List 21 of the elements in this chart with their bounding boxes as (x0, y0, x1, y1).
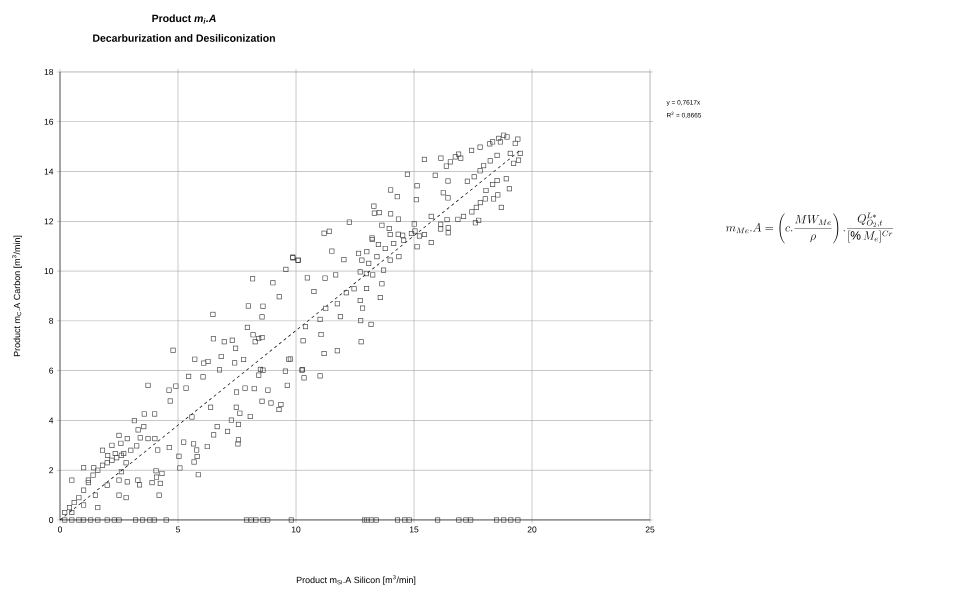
x-tick-label: 15 (410, 526, 418, 532)
y-axis-title: Product m$_{C}$.A Carbon [m$^{3}$/min] (12, 236, 22, 356)
y-tick-label: 8 (49, 318, 54, 324)
y-tick-label: 10 (44, 268, 54, 274)
x-tick-label: 5 (176, 526, 180, 532)
text: $m_{Me}.A=\left(c.\frac{MW_{Me}}{\rho}\right).\frac{Q_{O_2,t}^{L*}}{[\%\,M_e]^{Cr}}$ (726, 212, 894, 244)
y-tick-label: 12 (44, 218, 54, 224)
y-tick-label: 14 (44, 168, 54, 174)
chart-title: Product m$_{i}$.A (152, 14, 216, 24)
y-tick-label: 18 (44, 68, 54, 75)
x-tick-label: 20 (528, 526, 536, 532)
x-tick-label: 0 (58, 526, 62, 532)
x-tick-label: 10 (292, 526, 300, 532)
chart-subtitle: Decarburization and Desiliconization (93, 34, 275, 42)
y-tick-label: 6 (49, 368, 54, 374)
y-tick-label: 4 (48, 418, 54, 424)
y-tick-label: 16 (44, 118, 54, 125)
y-tick-label: 0 (49, 516, 54, 523)
x-tick-label: 25 (646, 526, 654, 532)
x-axis-title: Product m$_{Si}$.A Silicon [m$^{3}$/min] (296, 575, 416, 585)
y-tick-label: 2 (49, 467, 54, 474)
